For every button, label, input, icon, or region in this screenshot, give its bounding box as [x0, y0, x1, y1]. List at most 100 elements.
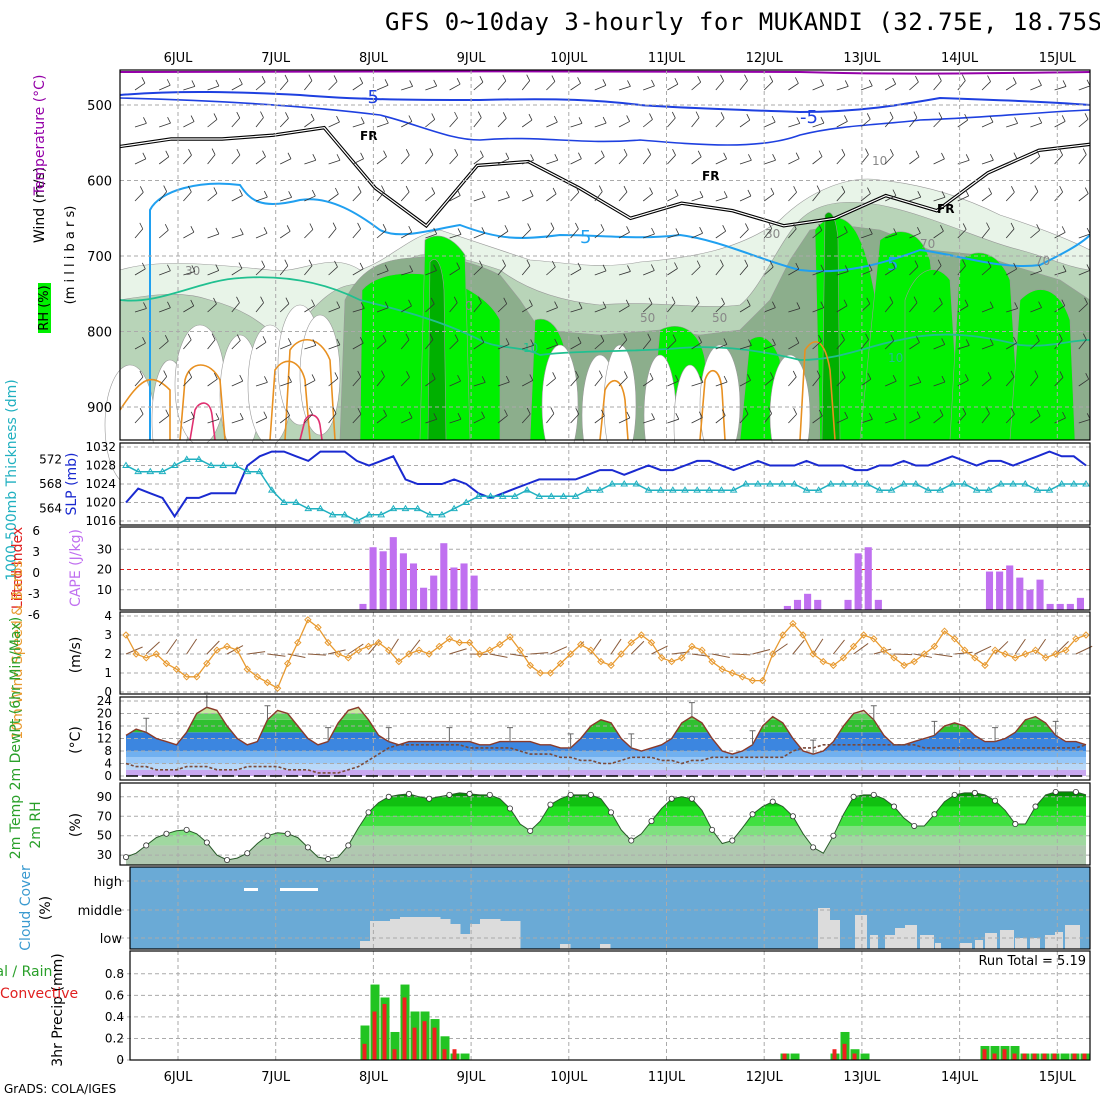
- wind-barb: [352, 228, 361, 239]
- rh2m-marker: [587, 791, 594, 798]
- wind-barb-flag: [917, 227, 921, 234]
- wind-barb-flag: [818, 224, 823, 231]
- wind-barb-flag: [698, 336, 702, 343]
- cloud-low-bar: [975, 940, 983, 949]
- wind-barb: [715, 381, 728, 387]
- cloud-low-bar: [1055, 932, 1063, 949]
- wind-barb-flag: [671, 296, 676, 303]
- wind-barb-flag: [1061, 115, 1066, 122]
- wind-barb-flag: [215, 413, 220, 420]
- wind-barb-flag: [408, 411, 413, 419]
- wind-barb-flag: [841, 185, 846, 193]
- wind-barb-flag: [987, 260, 992, 268]
- wind-barb-flag: [213, 113, 218, 120]
- wind-barb-flag: [165, 150, 170, 157]
- wind-speed-marker: [971, 654, 979, 662]
- wind-barb-flag: [719, 259, 724, 266]
- wind-barb-flag: [405, 148, 410, 156]
- wind-speed-marker: [1041, 654, 1050, 662]
- wind-speed-marker: [890, 654, 898, 662]
- wind-tick-label: 2: [104, 647, 112, 661]
- wind-barb-flag: [841, 333, 845, 341]
- wind-barb: [1030, 122, 1042, 128]
- wind-barb-flag: [481, 227, 486, 234]
- wind-barb-flag: [1082, 148, 1087, 155]
- wind-barb: [981, 81, 991, 91]
- wind-barb: [401, 417, 413, 424]
- wind-barb-flag: [744, 259, 749, 266]
- cape-background: [120, 527, 1090, 610]
- wind-barb-flag: [796, 302, 801, 309]
- wind-barb-flag: [143, 302, 147, 309]
- wind-speed-marker: [769, 650, 777, 658]
- wind-barb: [812, 229, 823, 239]
- wind-barb: [231, 234, 244, 239]
- wind-barb-flag: [674, 189, 679, 196]
- wind-barb-flag: [504, 409, 508, 416]
- wind-barb-flag: [699, 190, 704, 198]
- wind-barb: [1054, 417, 1066, 424]
- precip-conv-bar: [442, 1049, 447, 1060]
- wind-barb-flag: [675, 228, 680, 235]
- wind-barb-flag: [285, 297, 290, 304]
- wind-barb: [1078, 233, 1091, 239]
- wind-barb: [328, 228, 337, 239]
- wind-speed-marker: [395, 657, 403, 666]
- wind-speed-marker: [132, 650, 140, 658]
- wind-barb-flag: [550, 222, 555, 229]
- cape-bar: [1046, 603, 1054, 610]
- wind-barb: [788, 376, 797, 387]
- wind-barb: [643, 270, 655, 276]
- wind-barb: [860, 233, 873, 239]
- wind-barb-flag: [433, 264, 437, 271]
- rh2m-marker: [527, 827, 534, 834]
- wind-barb-flag: [869, 413, 873, 420]
- wind-barb-flag: [456, 78, 461, 85]
- thickness-marker: [632, 480, 641, 487]
- wind-barb: [304, 413, 313, 424]
- precip-total-bar: [860, 1053, 870, 1060]
- wind-barb-flag: [649, 113, 653, 120]
- wind-barb-flag: [989, 338, 994, 346]
- wind-barb-flag: [623, 148, 628, 156]
- wind-barb-flag: [262, 150, 266, 157]
- wind-barb-flag: [625, 299, 630, 306]
- rh2m-marker: [1072, 788, 1079, 795]
- rh2m-marker: [749, 811, 756, 818]
- wind-barb: [570, 308, 583, 313]
- wind-barb: [667, 154, 676, 165]
- wind-barb: [521, 305, 533, 313]
- lifted-index-label: Lifted Index: [10, 527, 26, 609]
- wind-barb-flag: [431, 372, 436, 380]
- wind-barb-flag: [309, 407, 313, 415]
- precip-legend-convective: Convective: [0, 986, 78, 1002]
- rh2m-marker: [931, 811, 938, 818]
- wind-barb-flag: [263, 190, 268, 198]
- thickness-marker: [972, 486, 981, 493]
- wind-barb: [400, 154, 410, 165]
- wind-barb: [304, 195, 316, 202]
- wind-barb: [497, 344, 510, 350]
- wind-barb-flag: [456, 262, 461, 269]
- wind-barb-10m: [530, 652, 549, 655]
- cloud-low-bar: [1065, 925, 1080, 949]
- wind-barb-flag: [868, 79, 873, 87]
- wind-barb-flag: [139, 407, 144, 415]
- rh2m-label: 2m RH: [28, 801, 44, 848]
- wind-barb-flag: [211, 148, 216, 155]
- rh2m-marker: [1012, 821, 1019, 828]
- wind-barb-10m: [145, 641, 160, 655]
- wind-barb-flag: [795, 262, 800, 270]
- wind-speed-marker: [273, 684, 282, 692]
- wind-barb-flag: [865, 333, 869, 340]
- wind-barb: [763, 266, 774, 276]
- wind-barb-flag: [236, 296, 240, 303]
- slp-line: [125, 450, 1087, 519]
- wind-barb-flag: [721, 297, 725, 304]
- wind-barb: [909, 266, 919, 276]
- wind-barb: [981, 266, 992, 276]
- wind-barb: [376, 229, 387, 239]
- thickness-marker: [316, 504, 325, 512]
- wind-barb: [159, 270, 171, 276]
- wind-barb: [400, 339, 410, 350]
